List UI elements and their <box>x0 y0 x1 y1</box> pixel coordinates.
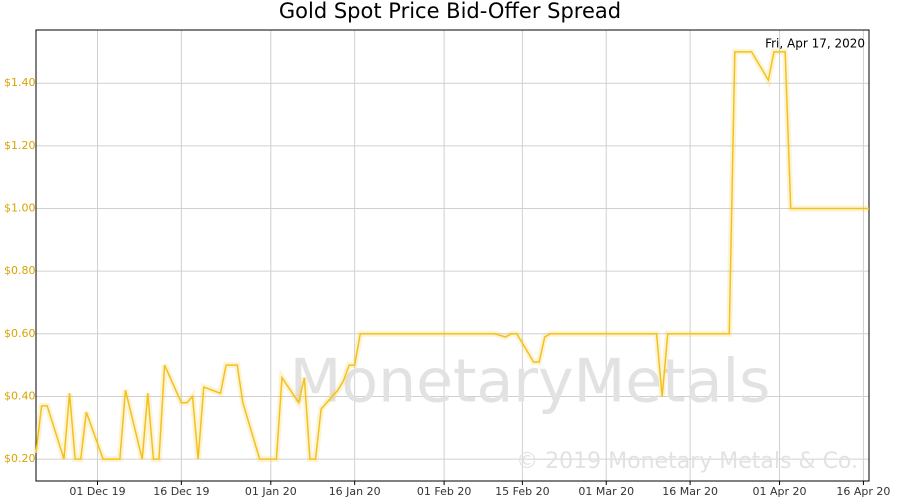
x-tick-label: 01 Dec 19 <box>69 485 125 498</box>
x-tick-label: 01 Mar 20 <box>578 485 634 498</box>
chart-title: Gold Spot Price Bid-Offer Spread <box>279 0 621 23</box>
copyright: © 2019 Monetary Metals & Co. <box>516 449 858 474</box>
annotation: Fri, Apr 17, 2020 <box>765 37 865 51</box>
y-tick-label: $1.00 <box>4 202 36 215</box>
watermark: MonetaryMetals <box>290 347 771 417</box>
y-tick-label: $0.20 <box>4 452 36 465</box>
plot-frame <box>35 29 870 482</box>
x-tick-label: 01 Apr 20 <box>753 485 807 498</box>
x-tick-label: 15 Feb 20 <box>495 485 549 498</box>
y-tick-label: $1.40 <box>4 76 36 89</box>
x-tick-label: 16 Apr 20 <box>836 485 890 498</box>
line <box>35 51 869 460</box>
y-tick-label: $1.20 <box>4 139 36 152</box>
y-tick-label: $0.60 <box>4 327 36 340</box>
x-tick-label: 16 Dec 19 <box>153 485 209 498</box>
x-tick-label: 16 Jan 20 <box>329 485 381 498</box>
x-tick-label: 16 Mar 20 <box>662 485 718 498</box>
y-tick-label: $0.80 <box>4 264 36 277</box>
y-tick-label: $0.40 <box>4 389 36 402</box>
x-tick-label: 01 Jan 20 <box>245 485 297 498</box>
x-tick-label: 01 Feb 20 <box>417 485 471 498</box>
